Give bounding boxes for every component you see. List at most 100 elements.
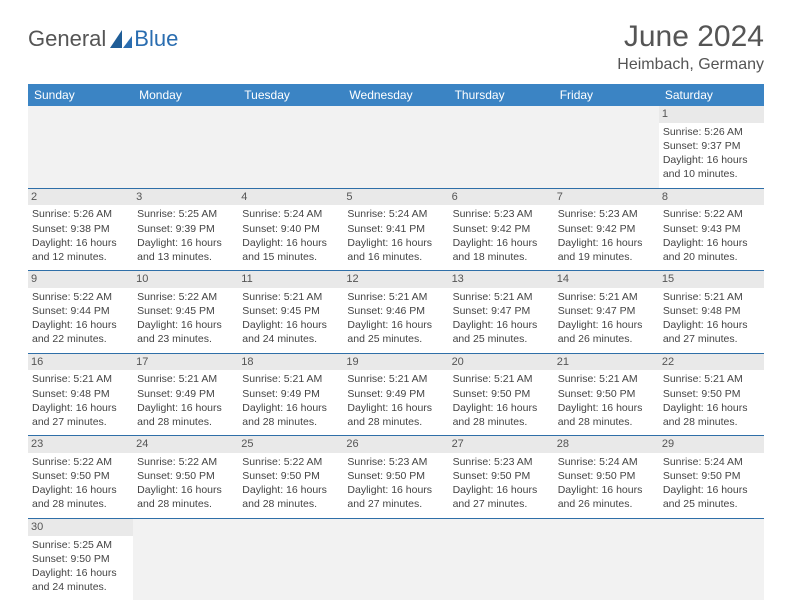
sunset-line: Sunset: 9:49 PM: [347, 387, 444, 401]
calendar-cell-empty: [133, 518, 238, 600]
day-number: 30: [28, 519, 133, 536]
sunrise-line: Sunrise: 5:24 AM: [558, 455, 655, 469]
daylight-line: Daylight: 16 hours and 28 minutes.: [137, 483, 234, 511]
sunrise-line: Sunrise: 5:25 AM: [137, 207, 234, 221]
calendar-week: 9Sunrise: 5:22 AMSunset: 9:44 PMDaylight…: [28, 271, 764, 354]
calendar-week: 1Sunrise: 5:26 AMSunset: 9:37 PMDaylight…: [28, 106, 764, 188]
sunset-line: Sunset: 9:50 PM: [32, 552, 129, 566]
calendar-cell: 20Sunrise: 5:21 AMSunset: 9:50 PMDayligh…: [449, 353, 554, 436]
daylight-line: Daylight: 16 hours and 22 minutes.: [32, 318, 129, 346]
sunset-line: Sunset: 9:38 PM: [32, 222, 129, 236]
sunrise-line: Sunrise: 5:24 AM: [347, 207, 444, 221]
day-number: 9: [28, 271, 133, 288]
sunset-line: Sunset: 9:41 PM: [347, 222, 444, 236]
weekday-header: Sunday: [28, 84, 133, 106]
calendar-week: 23Sunrise: 5:22 AMSunset: 9:50 PMDayligh…: [28, 436, 764, 519]
weekday-header: Saturday: [659, 84, 764, 106]
calendar-cell: 21Sunrise: 5:21 AMSunset: 9:50 PMDayligh…: [554, 353, 659, 436]
calendar-cell: 28Sunrise: 5:24 AMSunset: 9:50 PMDayligh…: [554, 436, 659, 519]
sunset-line: Sunset: 9:50 PM: [663, 387, 760, 401]
daylight-line: Daylight: 16 hours and 20 minutes.: [663, 236, 760, 264]
sunrise-line: Sunrise: 5:22 AM: [663, 207, 760, 221]
calendar-cell: 8Sunrise: 5:22 AMSunset: 9:43 PMDaylight…: [659, 188, 764, 271]
brand-logo: General Blue: [28, 20, 178, 52]
brand-second: Blue: [134, 26, 178, 52]
daylight-line: Daylight: 16 hours and 28 minutes.: [137, 401, 234, 429]
day-number: 13: [449, 271, 554, 288]
day-number: 1: [659, 106, 764, 123]
calendar-cell: 3Sunrise: 5:25 AMSunset: 9:39 PMDaylight…: [133, 188, 238, 271]
day-number: 16: [28, 354, 133, 371]
day-number: 17: [133, 354, 238, 371]
sunset-line: Sunset: 9:48 PM: [663, 304, 760, 318]
day-number: 27: [449, 436, 554, 453]
calendar-week: 30Sunrise: 5:25 AMSunset: 9:50 PMDayligh…: [28, 518, 764, 600]
weekday-header: Tuesday: [238, 84, 343, 106]
sunset-line: Sunset: 9:50 PM: [453, 469, 550, 483]
month-title: June 2024: [617, 20, 764, 54]
sunset-line: Sunset: 9:40 PM: [242, 222, 339, 236]
daylight-line: Daylight: 16 hours and 10 minutes.: [663, 153, 760, 181]
calendar-cell: 18Sunrise: 5:21 AMSunset: 9:49 PMDayligh…: [238, 353, 343, 436]
day-number: 24: [133, 436, 238, 453]
calendar-cell: 9Sunrise: 5:22 AMSunset: 9:44 PMDaylight…: [28, 271, 133, 354]
sunrise-line: Sunrise: 5:21 AM: [663, 290, 760, 304]
sunrise-line: Sunrise: 5:21 AM: [347, 372, 444, 386]
day-number: 12: [343, 271, 448, 288]
calendar-cell: 13Sunrise: 5:21 AMSunset: 9:47 PMDayligh…: [449, 271, 554, 354]
day-number: 3: [133, 189, 238, 206]
sunrise-line: Sunrise: 5:21 AM: [137, 372, 234, 386]
sunset-line: Sunset: 9:39 PM: [137, 222, 234, 236]
day-number: 22: [659, 354, 764, 371]
day-number: 25: [238, 436, 343, 453]
sunrise-line: Sunrise: 5:21 AM: [558, 290, 655, 304]
daylight-line: Daylight: 16 hours and 16 minutes.: [347, 236, 444, 264]
sunset-line: Sunset: 9:50 PM: [242, 469, 339, 483]
calendar-cell: 2Sunrise: 5:26 AMSunset: 9:38 PMDaylight…: [28, 188, 133, 271]
day-number: 23: [28, 436, 133, 453]
sunrise-line: Sunrise: 5:21 AM: [663, 372, 760, 386]
sunrise-line: Sunrise: 5:24 AM: [242, 207, 339, 221]
calendar-week: 2Sunrise: 5:26 AMSunset: 9:38 PMDaylight…: [28, 188, 764, 271]
weekday-header: Friday: [554, 84, 659, 106]
sunrise-line: Sunrise: 5:23 AM: [558, 207, 655, 221]
sunrise-line: Sunrise: 5:23 AM: [453, 207, 550, 221]
sunset-line: Sunset: 9:45 PM: [242, 304, 339, 318]
sunrise-line: Sunrise: 5:21 AM: [453, 372, 550, 386]
weekday-header: Thursday: [449, 84, 554, 106]
daylight-line: Daylight: 16 hours and 19 minutes.: [558, 236, 655, 264]
sunrise-line: Sunrise: 5:22 AM: [137, 455, 234, 469]
calendar-cell: 25Sunrise: 5:22 AMSunset: 9:50 PMDayligh…: [238, 436, 343, 519]
title-block: June 2024 Heimbach, Germany: [617, 20, 764, 74]
calendar-cell-empty: [554, 518, 659, 600]
sunset-line: Sunset: 9:47 PM: [558, 304, 655, 318]
day-number: 8: [659, 189, 764, 206]
calendar-cell: 11Sunrise: 5:21 AMSunset: 9:45 PMDayligh…: [238, 271, 343, 354]
sail-icon: [108, 28, 134, 50]
sunrise-line: Sunrise: 5:21 AM: [453, 290, 550, 304]
sunset-line: Sunset: 9:50 PM: [347, 469, 444, 483]
weekday-header: Monday: [133, 84, 238, 106]
calendar-body: 1Sunrise: 5:26 AMSunset: 9:37 PMDaylight…: [28, 106, 764, 600]
calendar-cell: 7Sunrise: 5:23 AMSunset: 9:42 PMDaylight…: [554, 188, 659, 271]
calendar-cell: 22Sunrise: 5:21 AMSunset: 9:50 PMDayligh…: [659, 353, 764, 436]
day-number: 15: [659, 271, 764, 288]
calendar-cell: 29Sunrise: 5:24 AMSunset: 9:50 PMDayligh…: [659, 436, 764, 519]
calendar-cell: 27Sunrise: 5:23 AMSunset: 9:50 PMDayligh…: [449, 436, 554, 519]
sunrise-line: Sunrise: 5:21 AM: [347, 290, 444, 304]
sunset-line: Sunset: 9:42 PM: [453, 222, 550, 236]
day-number: 21: [554, 354, 659, 371]
daylight-line: Daylight: 16 hours and 27 minutes.: [347, 483, 444, 511]
calendar-cell-empty: [238, 518, 343, 600]
sunrise-line: Sunrise: 5:22 AM: [32, 455, 129, 469]
calendar-cell: 1Sunrise: 5:26 AMSunset: 9:37 PMDaylight…: [659, 106, 764, 188]
calendar-cell-empty: [343, 518, 448, 600]
sunset-line: Sunset: 9:46 PM: [347, 304, 444, 318]
sunset-line: Sunset: 9:45 PM: [137, 304, 234, 318]
sunset-line: Sunset: 9:49 PM: [242, 387, 339, 401]
day-number: 7: [554, 189, 659, 206]
daylight-line: Daylight: 16 hours and 18 minutes.: [453, 236, 550, 264]
brand-first: General: [28, 26, 106, 52]
daylight-line: Daylight: 16 hours and 24 minutes.: [242, 318, 339, 346]
day-number: 4: [238, 189, 343, 206]
